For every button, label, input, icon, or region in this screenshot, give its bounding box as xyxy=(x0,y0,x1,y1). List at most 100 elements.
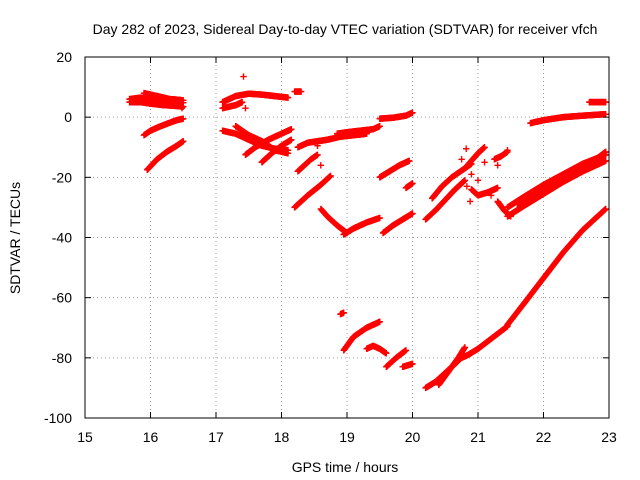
series-arc-a3 xyxy=(140,89,187,104)
data-point xyxy=(602,98,609,106)
series-arc-l2 xyxy=(586,98,609,106)
data-point xyxy=(461,344,469,351)
data-point xyxy=(494,184,501,192)
isolated-data-point xyxy=(458,156,465,163)
data-point xyxy=(409,109,416,116)
data-point xyxy=(180,97,187,104)
y-tick-label: -60 xyxy=(52,290,72,306)
data-point xyxy=(602,148,609,155)
data-point xyxy=(402,347,410,354)
chart-title: Day 282 of 2023, Sidereal Day-to-day VTE… xyxy=(93,21,598,37)
data-point xyxy=(409,360,416,368)
isolated-data-point xyxy=(494,162,501,169)
series-arc-e2 xyxy=(294,151,321,175)
series-arc-j3 xyxy=(461,144,488,172)
series-arc-h3 xyxy=(363,342,390,357)
series-arc-f2 xyxy=(317,205,351,237)
data-point xyxy=(180,138,187,145)
data-points xyxy=(126,73,609,392)
isolated-data-point xyxy=(481,159,488,166)
x-axis-label: GPS time / hours xyxy=(292,459,399,475)
series-arc-h2 xyxy=(340,318,383,354)
series-arc-j4 xyxy=(468,184,501,199)
data-point xyxy=(461,177,469,184)
data-point xyxy=(602,157,609,164)
y-tick-label: 0 xyxy=(64,109,72,125)
series-arc-b2 xyxy=(144,138,187,174)
series-arc-j1 xyxy=(422,177,469,223)
isolated-data-point xyxy=(504,147,511,154)
grid-lines xyxy=(85,57,609,418)
series-arc-j2 xyxy=(428,160,475,202)
series-arc-c1 xyxy=(219,90,292,106)
series-arc-a2 xyxy=(126,98,187,110)
y-tick-label: -20 xyxy=(52,169,72,185)
data-point xyxy=(239,98,246,106)
data-point xyxy=(284,94,292,101)
data-point xyxy=(376,214,383,222)
y-tick-label: -40 xyxy=(52,230,72,246)
x-tick-label: 19 xyxy=(339,429,355,445)
y-tick-label: -80 xyxy=(52,350,72,366)
series-arc-g3 xyxy=(379,210,416,237)
data-point xyxy=(288,136,295,143)
series-arc-d3 xyxy=(242,126,295,158)
series-arc-b1 xyxy=(140,115,187,139)
isolated-data-point xyxy=(466,198,474,205)
series-arc-c3 xyxy=(291,88,305,95)
data-point xyxy=(284,150,292,157)
isolated-data-point xyxy=(468,171,475,178)
series-arc-c2 xyxy=(219,98,246,112)
data-point xyxy=(409,210,416,217)
data-point xyxy=(376,318,383,325)
data-point xyxy=(297,88,305,95)
x-tick-label: 20 xyxy=(405,429,421,445)
data-point xyxy=(327,172,334,180)
x-tick-label: 16 xyxy=(143,429,159,445)
isolated-data-point xyxy=(317,162,324,169)
series-arc-d4 xyxy=(258,136,295,166)
data-point xyxy=(406,157,413,164)
y-axis-label: SDTVAR / TECUs xyxy=(7,182,23,294)
series-arc-f1 xyxy=(291,172,334,211)
x-tick-label: 22 xyxy=(536,429,552,445)
axis-ticks: 15 16 17 18 19 20 21 22 23 -100 -80 -60 -40 -20 0 20 xyxy=(44,49,617,445)
isolated-data-point xyxy=(474,177,482,184)
series-arc-g2 xyxy=(376,157,413,181)
series-arc-i2 xyxy=(435,344,469,389)
series-arc-e3 xyxy=(333,122,383,137)
data-point xyxy=(602,205,609,213)
x-tick-label: 21 xyxy=(470,429,486,445)
series-arc-k3 xyxy=(514,148,609,208)
isolated-data-point xyxy=(463,183,471,190)
isolated-data-point xyxy=(463,145,470,152)
x-tick-label: 18 xyxy=(274,429,290,445)
x-tick-label: 17 xyxy=(208,429,224,445)
x-tick-label: 23 xyxy=(601,429,617,445)
data-point xyxy=(376,122,383,130)
series-arc-g1 xyxy=(376,109,416,122)
series-arc-g4 xyxy=(402,180,416,192)
data-point xyxy=(383,350,390,357)
y-tick-label: -100 xyxy=(44,410,72,426)
series-arc-m1 xyxy=(504,205,609,328)
series-arc-l1 xyxy=(527,110,609,127)
data-point xyxy=(409,180,416,187)
data-point xyxy=(340,309,347,316)
data-point xyxy=(602,110,609,118)
series-arc-h1 xyxy=(337,309,347,318)
isolated-data-point xyxy=(314,142,321,149)
y-tick-label: 20 xyxy=(56,49,72,65)
data-point xyxy=(180,115,187,122)
series-arc-h5 xyxy=(399,360,416,371)
x-tick-label: 15 xyxy=(77,429,93,445)
series-arc-f3 xyxy=(340,214,383,238)
series-arc-i3 xyxy=(455,323,511,363)
series-arc-h4 xyxy=(383,347,410,371)
series-arc-k1 xyxy=(504,157,609,220)
isolated-data-point xyxy=(178,104,186,112)
isolated-data-point xyxy=(487,192,495,199)
data-point xyxy=(314,151,321,158)
data-point xyxy=(288,126,295,133)
